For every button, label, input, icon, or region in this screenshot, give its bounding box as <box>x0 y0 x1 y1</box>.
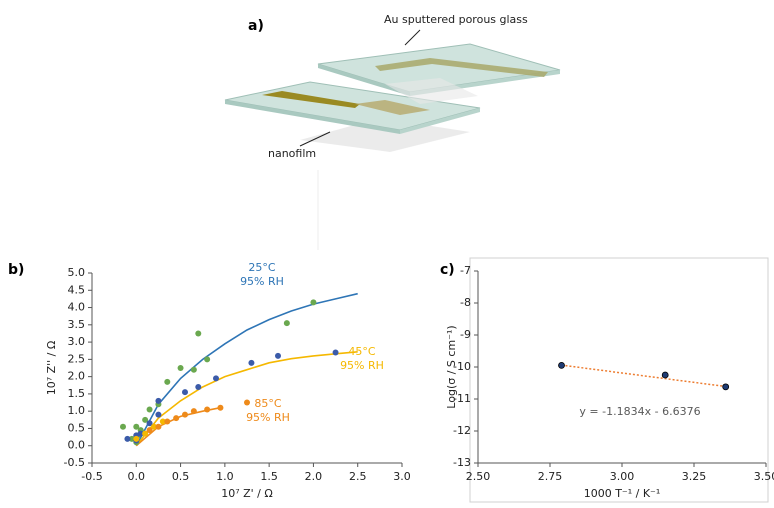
data-point <box>133 423 140 430</box>
data-point <box>204 356 211 363</box>
annotation: 85°C <box>254 397 281 410</box>
data-point <box>159 418 166 425</box>
device-diagram <box>224 29 561 250</box>
data-point <box>155 423 162 430</box>
fit-line <box>561 364 726 388</box>
y-tick-label: -9 <box>460 328 471 341</box>
x-tick-label: 3.50 <box>754 470 774 483</box>
y-tick-label: 4.0 <box>68 301 86 314</box>
x-tick-label: 0.5 <box>172 470 190 483</box>
x-tick-label: 2.75 <box>538 470 563 483</box>
y-axis-label: Log(σ / S cm⁻¹) <box>445 325 458 408</box>
chart-frame <box>469 257 769 503</box>
x-tick-label: 1.5 <box>260 470 278 483</box>
data-point <box>177 365 184 371</box>
data-point <box>195 330 202 337</box>
y-tick-label: -13 <box>453 456 471 469</box>
fit-line <box>135 351 358 447</box>
data-point <box>275 352 281 359</box>
data-point <box>310 299 317 306</box>
annotation: y = -1.1834x - 6.6376 <box>579 405 700 418</box>
annotation: 95% RH <box>340 359 384 372</box>
diagram-label: Au sputtered porous glass <box>384 13 528 26</box>
y-tick-label: 1.0 <box>68 404 86 417</box>
data-point <box>173 415 180 422</box>
data-point <box>195 384 202 390</box>
data-point <box>151 423 157 430</box>
y-axis-label: 10⁷ Z'' / Ω <box>45 341 58 396</box>
fit-line <box>135 406 221 447</box>
data-point <box>124 435 131 442</box>
x-tick-label: 1.0 <box>216 470 234 483</box>
data-point <box>164 378 171 385</box>
data-point <box>182 411 188 418</box>
y-tick-label: 4.5 <box>68 283 86 296</box>
y-tick-label: 0.0 <box>68 439 86 452</box>
data-point <box>155 397 162 404</box>
y-tick-label: 5.0 <box>68 266 86 279</box>
x-axis-label: 1000 T⁻¹ / K⁻¹ <box>584 487 661 500</box>
data-point <box>120 423 126 430</box>
data-point <box>164 418 171 425</box>
data-point <box>332 349 339 356</box>
y-tick-label: -12 <box>453 424 471 437</box>
x-tick-label: 2.5 <box>349 470 367 483</box>
y-tick-label: 3.5 <box>68 318 86 331</box>
data-point <box>155 411 162 418</box>
y-tick-label: -8 <box>460 296 471 309</box>
data-point <box>142 416 149 423</box>
data-point <box>217 404 224 411</box>
data-point <box>722 383 730 391</box>
y-tick-label: 2.5 <box>68 352 86 365</box>
data-point <box>213 375 219 382</box>
x-tick-label: 0.0 <box>128 470 146 483</box>
annotation: 45°C <box>348 345 375 358</box>
x-tick-label: 3.0 <box>393 470 411 483</box>
x-tick-label: 2.50 <box>466 470 491 483</box>
annotation: 95% RH <box>246 411 290 424</box>
x-tick-label: 3.00 <box>610 470 635 483</box>
y-tick-label: -7 <box>460 264 471 277</box>
data-point <box>142 430 149 437</box>
panel-label: b) <box>8 262 24 278</box>
panel-label: c) <box>440 262 455 278</box>
data-point <box>190 366 197 373</box>
y-tick-label: 2.0 <box>68 370 86 383</box>
y-tick-label: -0.5 <box>64 456 85 469</box>
y-tick-label: 3.0 <box>68 335 86 348</box>
x-axis-label: 10⁷ Z' / Ω <box>221 487 273 500</box>
y-tick-label: -11 <box>453 392 471 405</box>
panel-label: a) <box>248 18 264 34</box>
annotation: 95% RH <box>240 275 284 288</box>
x-tick-label: 2.0 <box>305 470 323 483</box>
annotation: 25°C <box>248 261 275 274</box>
data-point <box>146 406 153 413</box>
data-point <box>146 427 153 434</box>
x-tick-label: 3.25 <box>682 470 707 483</box>
data-point <box>558 361 565 369</box>
data-point <box>146 420 153 427</box>
fit-line <box>135 292 358 447</box>
x-tick-label: -0.5 <box>81 470 102 483</box>
data-point <box>661 371 669 379</box>
y-tick-label: -10 <box>453 360 471 373</box>
data-point <box>133 435 140 442</box>
data-point <box>182 389 188 396</box>
data-point <box>204 406 211 413</box>
y-tick-label: 0.5 <box>68 421 86 434</box>
diagram-label: nanofilm <box>268 147 316 160</box>
data-point <box>283 320 290 327</box>
data-point <box>190 408 197 415</box>
y-tick-label: 1.5 <box>68 387 86 400</box>
data-point <box>248 359 255 366</box>
data-point <box>244 399 250 406</box>
